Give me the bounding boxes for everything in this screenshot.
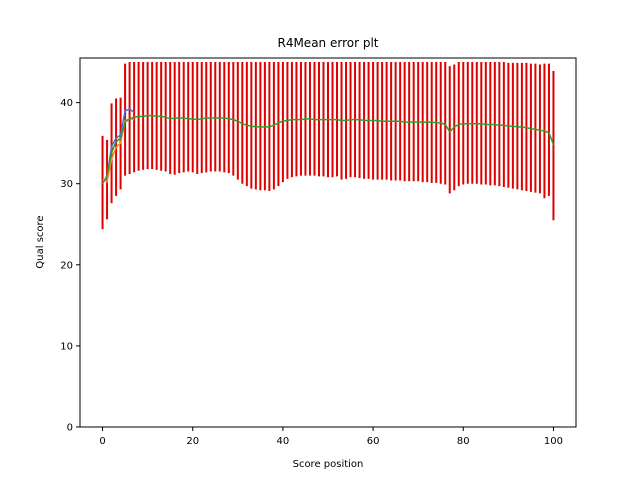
axes-frame [79, 57, 577, 428]
y-tick-label: 0 [67, 423, 73, 434]
y-tick-label: 30 [60, 179, 73, 190]
series-layer [101, 108, 555, 185]
x-tick-label: 40 [277, 436, 290, 447]
y-axis-ticks: 0 10 20 30 40 [60, 98, 80, 434]
x-axis-label: Score position [293, 459, 364, 470]
series-line-2 [101, 114, 555, 185]
x-tick-label: 80 [457, 436, 470, 447]
x-tick-label: 20 [186, 436, 199, 447]
x-tick-label: 60 [367, 436, 380, 447]
y-tick-label: 10 [60, 341, 73, 352]
chart-title: R4Mean error plt [277, 36, 378, 50]
x-tick-label: 0 [99, 436, 105, 447]
y-axis-label: Qual score [35, 215, 46, 268]
plot-area [101, 62, 555, 230]
x-tick-label: 100 [544, 436, 563, 447]
y-tick-label: 40 [60, 98, 73, 109]
x-axis-ticks: 0 20 40 60 80 100 [99, 427, 563, 447]
errorbar-layer [101, 62, 555, 230]
y-tick-label: 20 [60, 260, 73, 271]
